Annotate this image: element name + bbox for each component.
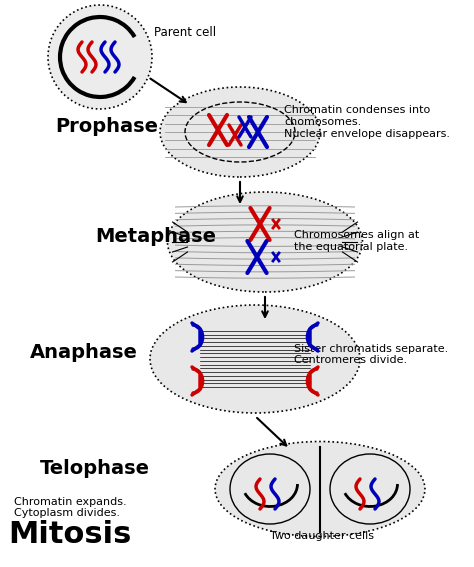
Ellipse shape — [167, 192, 363, 292]
Ellipse shape — [330, 454, 410, 524]
Text: Metaphase: Metaphase — [95, 227, 216, 247]
Ellipse shape — [150, 305, 360, 413]
Text: Two daughter cells: Two daughter cells — [270, 531, 374, 541]
Ellipse shape — [230, 454, 310, 524]
Text: Telophase: Telophase — [40, 459, 150, 479]
Text: Parent cell: Parent cell — [154, 26, 216, 39]
Text: Chromosomes align at
the equatorial plate.: Chromosomes align at the equatorial plat… — [294, 230, 419, 252]
Ellipse shape — [215, 442, 425, 536]
Text: Prophase: Prophase — [55, 117, 158, 137]
Text: Anaphase: Anaphase — [30, 342, 138, 362]
Text: Mitosis: Mitosis — [8, 520, 131, 549]
Text: Chromatin condenses into
chomosomes.
Nuclear envelope disappears.: Chromatin condenses into chomosomes. Nuc… — [284, 105, 450, 138]
Text: Sister chromatids separate.
Centromeres divide.: Sister chromatids separate. Centromeres … — [294, 344, 448, 365]
Text: Chromatin expands.
Cytoplasm divides.: Chromatin expands. Cytoplasm divides. — [14, 497, 127, 518]
Ellipse shape — [160, 87, 320, 177]
Ellipse shape — [48, 5, 152, 109]
